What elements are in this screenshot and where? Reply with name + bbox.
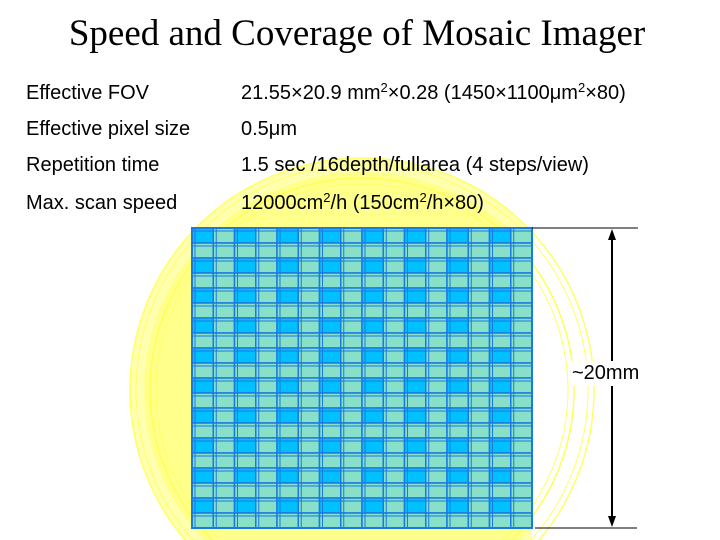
spec-label: Max. scan speed [26, 192, 178, 214]
mosaic-grid [191, 227, 533, 529]
dimension-label: ~20mm [570, 361, 642, 386]
spec-value: 1.5 sec /16depth/fullarea (4 steps/view) [241, 154, 589, 176]
slide-title: Speed and Coverage of Mosaic Imager [68, 13, 646, 54]
spec-label: Effective pixel size [26, 118, 191, 140]
spec-label: Effective FOV [26, 82, 150, 104]
spec-label: Repetition time [26, 154, 160, 176]
spec-value: 12000cm2/h (150cm2/h×80) [241, 190, 484, 214]
spec-value: 21.55×20.9 mm2×0.28 (1450×1100μm2×80) [241, 80, 626, 104]
spec-value: 0.5μm [241, 118, 297, 140]
